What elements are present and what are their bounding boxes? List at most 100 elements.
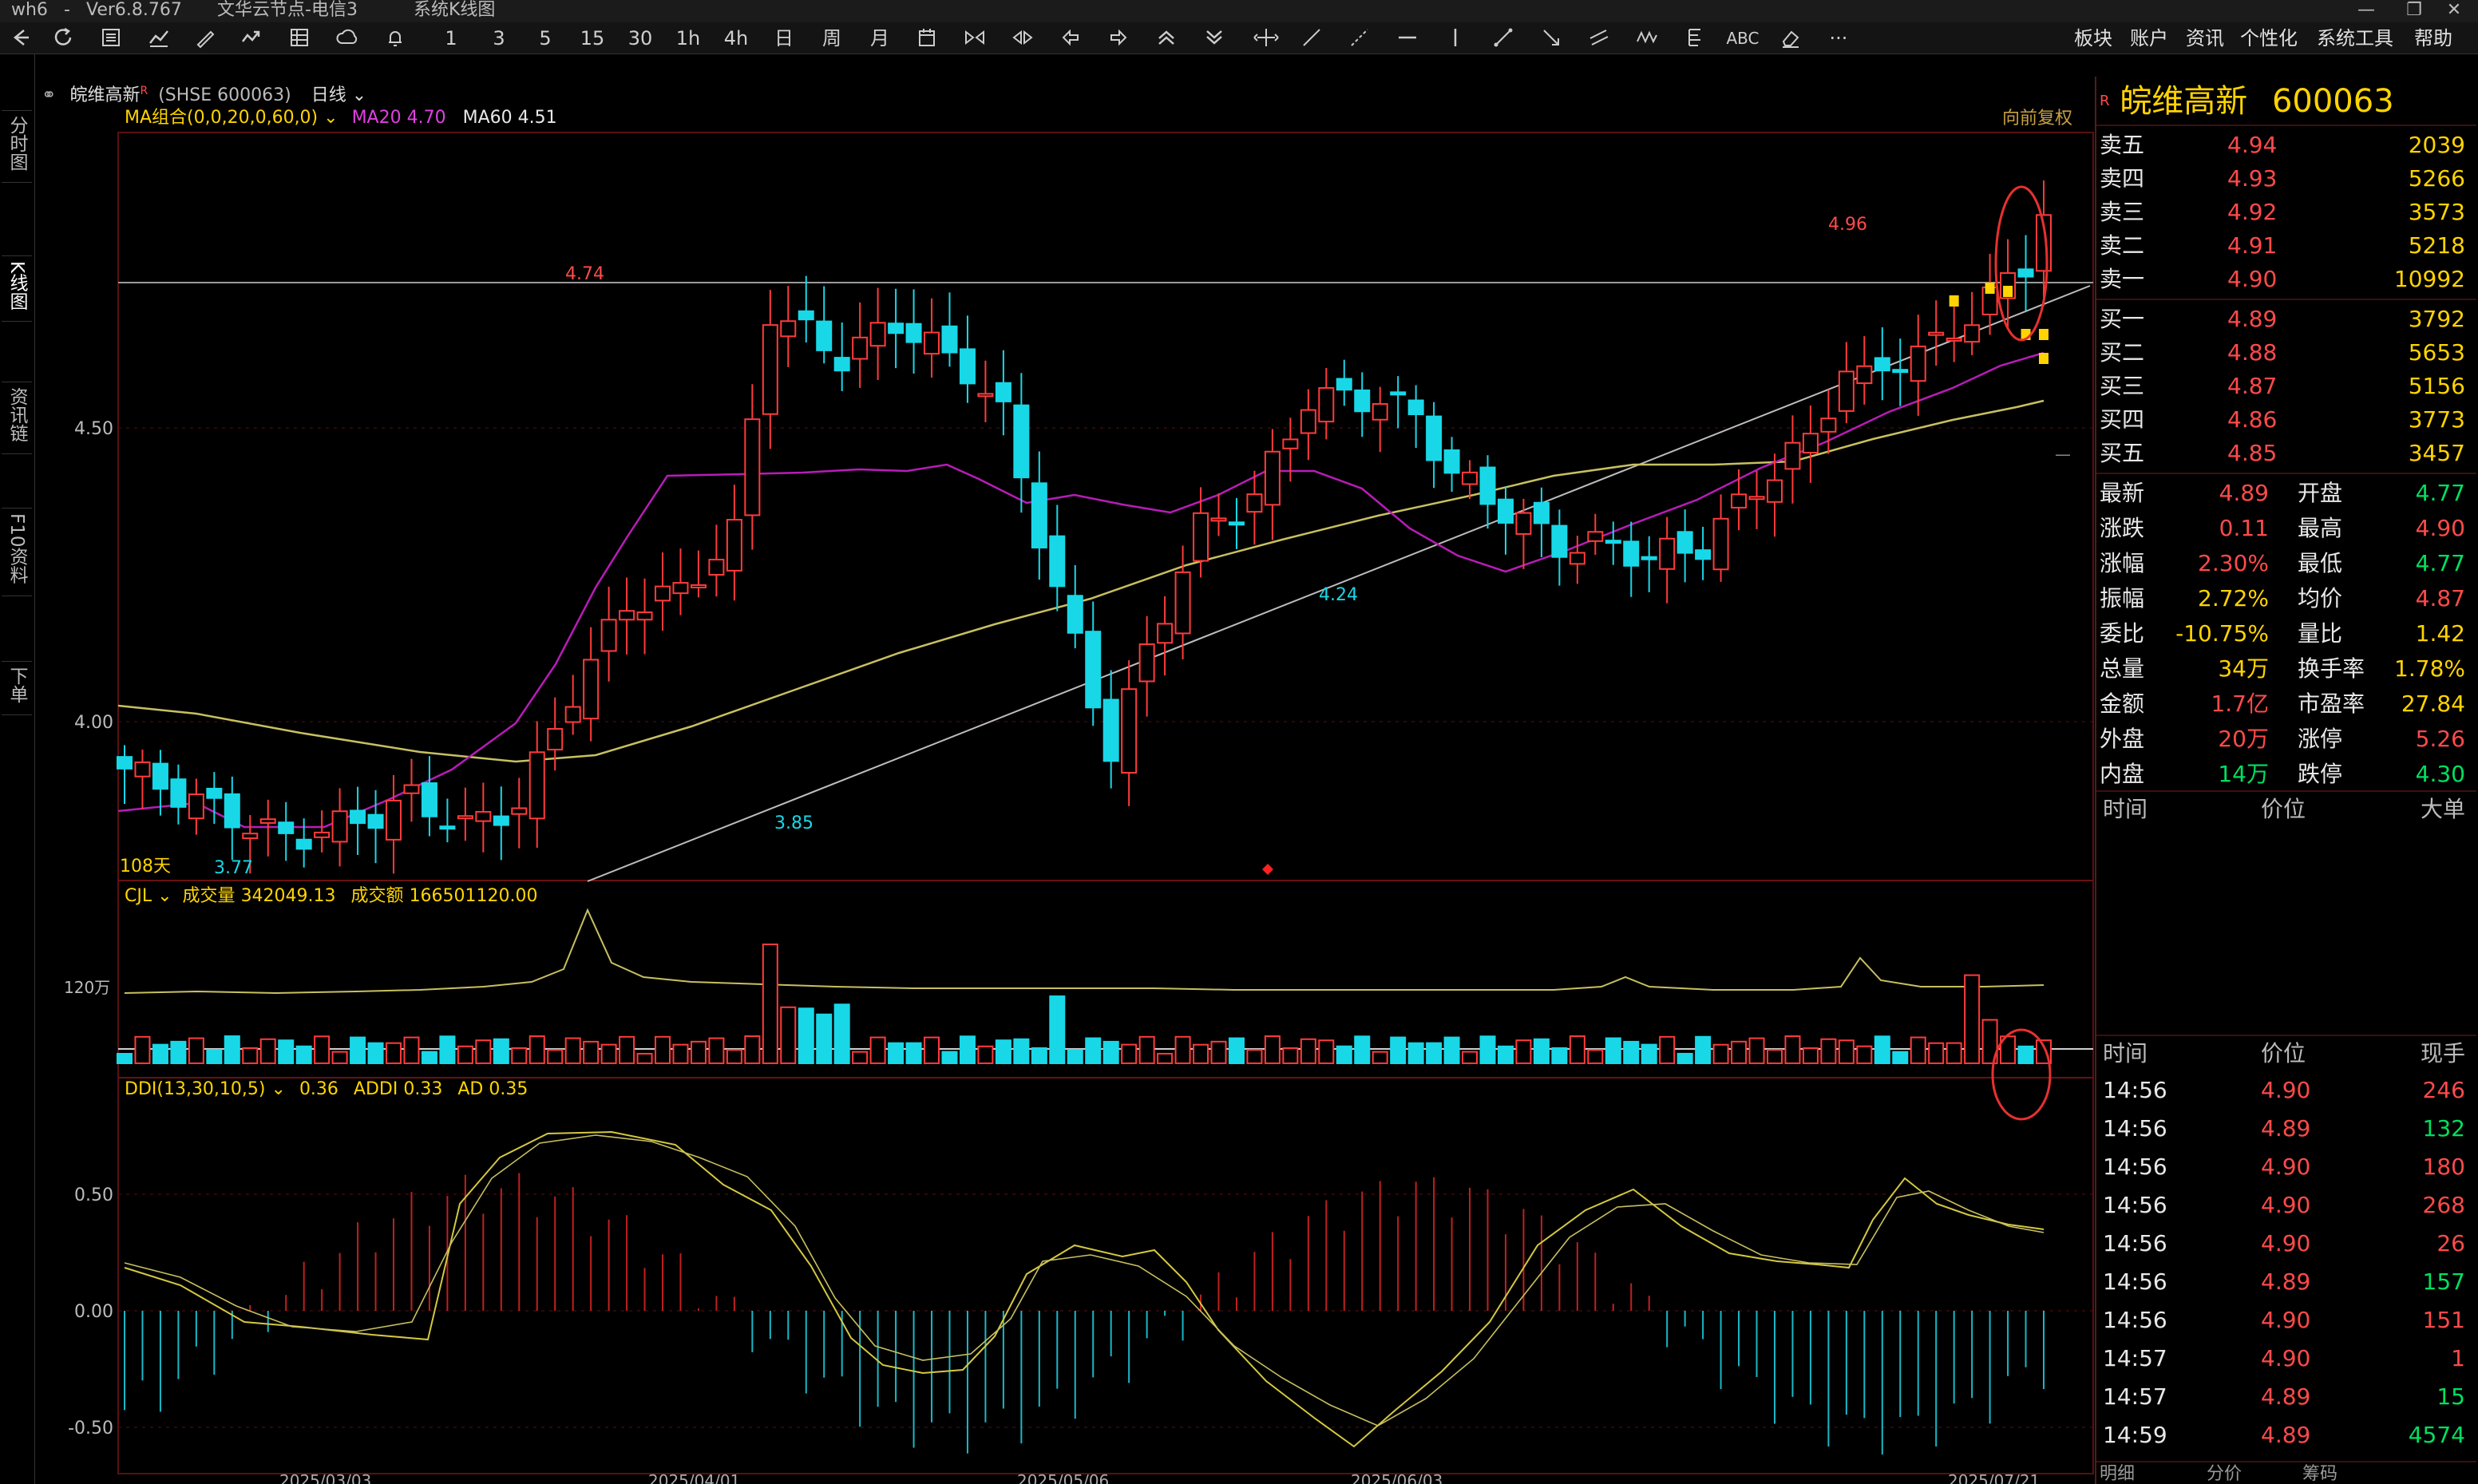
signal-marker-icon[interactable] — [2003, 286, 2013, 297]
chart-frame — [117, 132, 2094, 1474]
period-month[interactable]: 月 — [870, 27, 889, 49]
ask-label: 卖一 — [2100, 266, 2145, 292]
ddi-selector[interactable]: DDI(13,30,10,5) ⌄ — [125, 1079, 286, 1099]
grid-table-icon[interactable] — [286, 26, 313, 51]
period-5[interactable]: 5 — [539, 27, 552, 49]
candle-body — [1031, 482, 1047, 549]
tab-chips[interactable]: 筹码 — [2302, 1464, 2338, 1484]
menu-personalize[interactable]: 个性化 — [2240, 27, 2298, 49]
volume-bar — [1300, 1038, 1316, 1064]
ask-row[interactable]: 卖三 4.92 3573 — [2096, 195, 2476, 230]
left-tab-bar: 分时图 K线图 资讯链 F10资料 下单 — [0, 54, 35, 1484]
wave-icon[interactable] — [1633, 26, 1661, 51]
restore-icon[interactable]: ❐ — [2406, 0, 2422, 20]
candle-body — [117, 756, 133, 770]
bid-row[interactable]: 买二 4.88 5653 — [2096, 335, 2476, 370]
ma-group-selector[interactable]: MA组合(0,0,20,0,60,0) ⌄ — [125, 108, 338, 128]
period-week[interactable]: 周 — [822, 27, 841, 49]
bid-label: 买三 — [2100, 373, 2145, 399]
stat-label: 金额 — [2100, 691, 2145, 717]
pen-icon[interactable] — [192, 26, 219, 51]
tab-detail[interactable]: 明细 — [2100, 1464, 2136, 1484]
y-label-400: 4.00 — [74, 713, 113, 733]
scroll-right-icon[interactable] — [1105, 26, 1132, 51]
volume-bar — [1928, 1042, 1945, 1064]
ask-row[interactable]: 卖五 4.94 2039 — [2096, 128, 2476, 163]
close-icon[interactable]: ✕ — [2446, 0, 2462, 20]
text-tool-button[interactable]: ABC — [1726, 29, 1760, 48]
period-1h[interactable]: 1h — [675, 27, 701, 49]
ask-row[interactable]: 卖四 4.93 5266 — [2096, 161, 2476, 196]
tab-news-chain[interactable]: 资讯链 — [2, 382, 32, 454]
bid-row[interactable]: 买四 4.86 3773 — [2096, 402, 2476, 437]
period-1[interactable]: 1 — [445, 27, 457, 49]
period-3[interactable]: 3 — [493, 27, 505, 49]
tab-order[interactable]: 下单 — [2, 661, 32, 715]
bid-row[interactable]: 买五 4.85 3457 — [2096, 436, 2476, 471]
cloud-icon[interactable] — [334, 26, 361, 51]
menu-sector[interactable]: 板块 — [2074, 27, 2112, 49]
scroll-left-icon[interactable] — [1057, 26, 1084, 51]
candle-body — [600, 619, 617, 652]
down-chevron-icon[interactable] — [1201, 26, 1228, 51]
cjl-selector[interactable]: CJL ⌄ — [125, 886, 172, 906]
up-chevron-icon[interactable] — [1153, 26, 1180, 51]
trend-icon[interactable] — [238, 26, 265, 51]
draw-dashed-line-icon[interactable] — [1346, 26, 1373, 51]
signal-marker-icon[interactable] — [2039, 353, 2049, 364]
ask-row[interactable]: 卖二 4.91 5218 — [2096, 228, 2476, 263]
candle-body — [224, 793, 240, 829]
volume-bar — [1443, 1036, 1460, 1065]
line-chart-icon[interactable] — [145, 26, 172, 51]
menu-system-tools[interactable]: 系统工具 — [2317, 27, 2393, 49]
tab-price-dist[interactable]: 分价 — [2207, 1464, 2242, 1484]
menu-help[interactable]: 帮助 — [2414, 27, 2452, 49]
zoom-in-icon[interactable] — [961, 26, 988, 51]
more-button[interactable]: ··· — [1829, 27, 1848, 49]
adjust-mode-button[interactable]: 向前复权 — [2002, 109, 2073, 129]
arrow-line-icon[interactable] — [1538, 26, 1565, 51]
menu-account[interactable]: 账户 — [2130, 27, 2168, 49]
horizontal-line-icon[interactable] — [1394, 26, 1421, 51]
fibonacci-icon[interactable] — [1681, 26, 1708, 51]
kline-chart[interactable]: 4.50 4.00 4.74 4.96 3.77 3.85 4.24 108天 … — [37, 77, 2095, 1484]
tick-row: 14:59 4.89 4574 — [2096, 1418, 2476, 1453]
minimize-icon[interactable]: — — [2357, 0, 2375, 20]
ask-row[interactable]: 卖一 4.90 10992 — [2096, 262, 2476, 297]
stat-value: 4.89 — [2219, 480, 2269, 506]
signal-marker-icon[interactable] — [1949, 295, 1959, 307]
refresh-icon[interactable] — [49, 26, 77, 51]
vertical-line-icon[interactable] — [1442, 26, 1469, 51]
volume-bar — [1121, 1043, 1138, 1064]
bell-icon[interactable] — [382, 26, 409, 51]
ma20-label: MA20 — [351, 108, 402, 128]
tab-f10[interactable]: F10资料 — [2, 508, 32, 596]
crosshair-move-icon[interactable] — [1249, 26, 1284, 51]
bid-row[interactable]: 买三 4.87 5156 — [2096, 369, 2476, 404]
zoom-out-icon[interactable] — [1009, 26, 1036, 51]
volume-bar — [350, 1036, 366, 1065]
eraser-icon[interactable] — [1777, 26, 1804, 51]
tab-timeshare[interactable]: 分时图 — [2, 110, 32, 183]
tab-kline[interactable]: K线图 — [2, 255, 32, 323]
period-selector[interactable]: 日线 ⌄ — [311, 85, 367, 106]
signal-marker-icon[interactable] — [2039, 329, 2049, 340]
draw-line-icon[interactable] — [1298, 26, 1325, 51]
list-icon[interactable] — [97, 26, 125, 51]
ddi-bars-group — [124, 1173, 2045, 1454]
ma-legend: MA组合(0,0,20,0,60,0) ⌄ MA20 4.70 MA60 4.5… — [125, 105, 557, 131]
menu-news[interactable]: 资讯 — [2186, 27, 2224, 49]
annotation-low-385: 3.85 — [774, 813, 813, 833]
signal-marker-icon[interactable] — [1985, 283, 1995, 294]
bid-row[interactable]: 买一 4.89 3792 — [2096, 302, 2476, 337]
segment-icon[interactable] — [1490, 26, 1517, 51]
parallel-lines-icon[interactable] — [1585, 26, 1613, 51]
period-15[interactable]: 15 — [580, 27, 605, 49]
period-day[interactable]: 日 — [774, 27, 794, 49]
link-icon[interactable]: ⚭ — [42, 85, 57, 106]
back-icon[interactable] — [6, 26, 34, 51]
candle-body — [780, 320, 797, 338]
period-4h[interactable]: 4h — [723, 27, 749, 49]
period-30[interactable]: 30 — [627, 27, 653, 49]
calendar-icon[interactable] — [913, 26, 940, 51]
